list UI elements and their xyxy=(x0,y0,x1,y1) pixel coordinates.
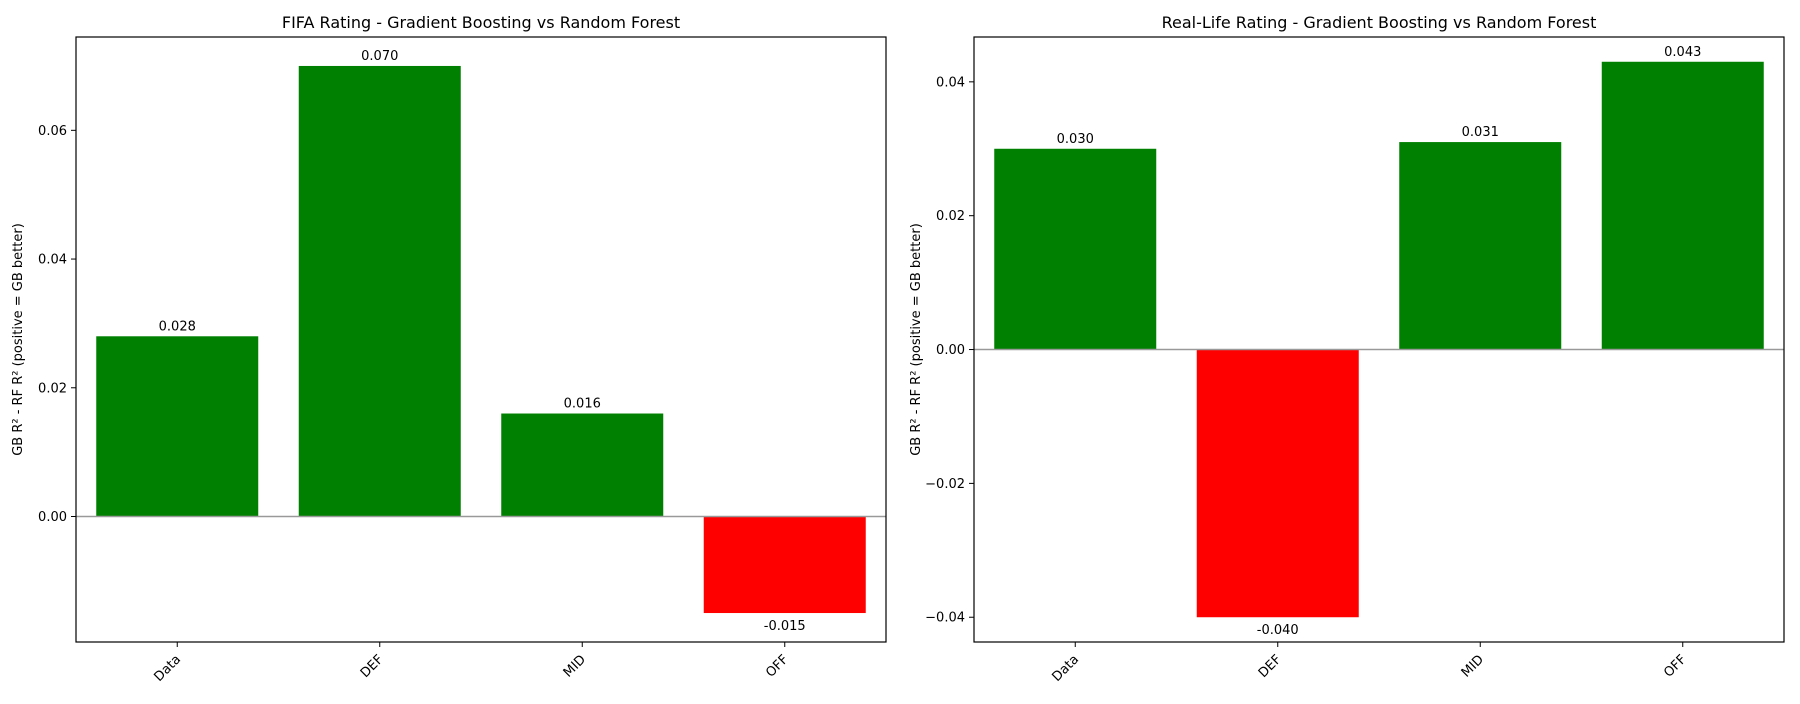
bar-off xyxy=(703,516,866,614)
y-axis-label: GB R² - RF R² (positive = GB better) xyxy=(909,223,924,456)
y-tick-label: 0.00 xyxy=(38,510,67,525)
bar-data xyxy=(994,148,1157,350)
bar-data xyxy=(96,336,259,517)
chart-title: FIFA Rating - Gradient Boosting vs Rando… xyxy=(282,13,680,32)
y-tick-label: 0.00 xyxy=(936,343,965,358)
bar-def xyxy=(298,65,461,517)
x-tick-label: Data xyxy=(152,652,185,685)
bar-value-label: 0.028 xyxy=(159,319,196,334)
y-tick-label: −0.02 xyxy=(925,477,965,492)
bar-value-label: -0.015 xyxy=(764,619,806,634)
x-tick-label: DEF xyxy=(358,652,387,681)
bar-mid xyxy=(1399,142,1562,350)
y-tick-label: 0.04 xyxy=(38,253,67,268)
axes-frame xyxy=(75,36,887,643)
bar-value-label: 0.030 xyxy=(1057,132,1094,147)
y-tick-label: 0.06 xyxy=(38,124,67,139)
x-tick-label: Data xyxy=(1050,652,1083,685)
x-tick-label: OFF xyxy=(1661,652,1689,680)
y-axis-label: GB R² - RF R² (positive = GB better) xyxy=(11,223,26,456)
x-tick-label: MID xyxy=(1459,652,1487,680)
y-tick-label: −0.04 xyxy=(925,611,965,626)
bar-mid xyxy=(501,413,664,517)
bar-def xyxy=(1196,349,1359,618)
bar-value-label: 0.070 xyxy=(361,49,398,64)
axes-frame xyxy=(973,36,1785,643)
y-tick-label: 0.02 xyxy=(38,381,67,396)
bar-off xyxy=(1601,61,1764,350)
bar-value-label: 0.031 xyxy=(1462,125,1499,140)
x-tick-label: DEF xyxy=(1256,652,1285,681)
real-life-rating-chart: Real-Life Rating - Gradient Boosting vs … xyxy=(909,13,1785,685)
bar-value-label: 0.016 xyxy=(564,397,601,412)
fifa-rating-chart: FIFA Rating - Gradient Boosting vs Rando… xyxy=(11,13,887,685)
chart-title: Real-Life Rating - Gradient Boosting vs … xyxy=(1162,13,1597,32)
bar-value-label: 0.043 xyxy=(1664,45,1701,60)
bar-value-label: -0.040 xyxy=(1257,623,1299,638)
y-tick-label: 0.02 xyxy=(936,209,965,224)
x-tick-label: OFF xyxy=(763,652,791,680)
y-tick-label: 0.04 xyxy=(936,75,965,90)
x-tick-label: MID xyxy=(561,652,589,680)
